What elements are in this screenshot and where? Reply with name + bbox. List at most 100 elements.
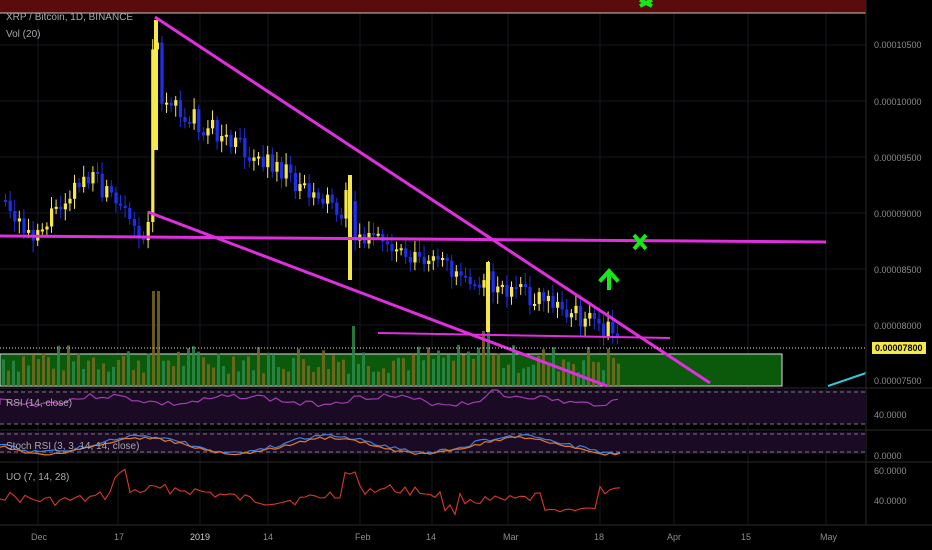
volume-bar	[42, 353, 45, 386]
volume-bar	[227, 373, 230, 386]
rsi-band	[0, 390, 866, 424]
candle-body	[321, 198, 325, 204]
candle-body	[275, 161, 279, 172]
candle-body	[169, 102, 173, 106]
volume-bar	[312, 372, 315, 386]
candle-body	[192, 109, 196, 124]
volume-bar	[87, 360, 90, 386]
candle-body	[243, 138, 247, 158]
volume-bar	[197, 351, 200, 386]
volume-bar	[602, 370, 605, 386]
candle-body	[505, 284, 509, 297]
candle-body	[560, 301, 564, 310]
uo-axis-label: 40.0000	[874, 496, 907, 506]
candle-body	[496, 286, 500, 293]
volume-bar	[27, 365, 30, 386]
candle-body	[565, 309, 569, 318]
volume-bar	[582, 360, 585, 386]
volume-bar	[182, 365, 185, 386]
stoch-d-line	[0, 436, 621, 456]
volume-bar	[412, 354, 415, 386]
candle-body	[27, 229, 31, 233]
volume-bar	[97, 369, 100, 386]
candle-body	[335, 202, 339, 215]
candle-body	[395, 249, 399, 252]
volume-bar	[132, 369, 135, 386]
volume-bar	[57, 345, 60, 386]
candle-body	[45, 226, 49, 230]
volume-bar	[162, 360, 165, 386]
volume-bar	[562, 359, 565, 386]
horizontal-resistance-line	[0, 234, 827, 244]
candle-body	[91, 172, 95, 184]
time-axis-label: Dec	[31, 532, 48, 542]
candle-body	[154, 20, 158, 150]
volume-bar	[287, 371, 290, 386]
volume-bar	[17, 371, 20, 386]
volume-bar	[152, 291, 155, 386]
volume-bar	[387, 373, 390, 386]
volume-bar	[467, 351, 470, 386]
candle-body	[583, 318, 587, 327]
volume-bar	[577, 372, 580, 386]
volume-bar	[82, 368, 85, 386]
candle-body	[151, 49, 155, 222]
stoch-axis-label: 0.0000	[874, 451, 902, 461]
candle-body	[390, 244, 394, 252]
candle-body	[146, 221, 150, 241]
volume-bar	[517, 372, 520, 386]
volume-bar	[232, 356, 235, 386]
volume-bar	[567, 361, 570, 386]
volume-bar	[367, 365, 370, 386]
candle-body	[615, 333, 619, 337]
candle-body	[385, 241, 389, 245]
volume-bar	[257, 347, 260, 386]
time-axis-label: Feb	[355, 532, 371, 542]
volume-bar	[402, 358, 405, 386]
volume-bar	[497, 353, 500, 386]
candle-body	[224, 134, 228, 137]
volume-bar	[2, 359, 5, 386]
candle-body	[372, 232, 376, 235]
volume-bar	[507, 364, 510, 386]
candle-body	[105, 186, 109, 198]
candle-body	[473, 284, 477, 287]
rsi-axis-label: 40.0000	[874, 410, 907, 420]
uo-label: UO (7, 14, 28)	[6, 472, 70, 483]
candle-body	[247, 157, 251, 161]
candle-body	[298, 184, 302, 192]
candle-body	[344, 190, 348, 219]
candle-body	[399, 248, 403, 251]
candle-body	[551, 295, 555, 308]
volume-bar	[592, 361, 595, 386]
volume-bar	[277, 367, 280, 386]
candle-body	[510, 287, 514, 297]
volume-bar	[347, 373, 350, 386]
candle-body	[404, 248, 408, 257]
volume-bar	[167, 360, 170, 386]
volume-bar	[177, 351, 180, 386]
candle-body	[592, 312, 596, 319]
volume-bar	[452, 360, 455, 386]
candle-body	[436, 256, 440, 260]
volume-bar	[502, 367, 505, 386]
price-axis-label: 0.00010000	[874, 97, 922, 107]
volume-bar	[352, 326, 355, 386]
candle-body	[418, 251, 422, 257]
candle-body	[142, 237, 146, 241]
candle-body	[454, 271, 458, 277]
candle-body	[17, 218, 21, 222]
volume-bar	[537, 356, 540, 386]
time-axis-label: 14	[263, 532, 274, 542]
volume-bar	[527, 367, 530, 386]
volume-bar	[112, 366, 115, 386]
volume-bar	[62, 370, 65, 386]
candle-body	[500, 284, 504, 287]
time-axis-label: 15	[741, 532, 752, 542]
candle-body	[579, 305, 583, 327]
volume-bar	[557, 371, 560, 386]
volume-bar	[242, 360, 245, 386]
candle-body	[73, 182, 77, 199]
